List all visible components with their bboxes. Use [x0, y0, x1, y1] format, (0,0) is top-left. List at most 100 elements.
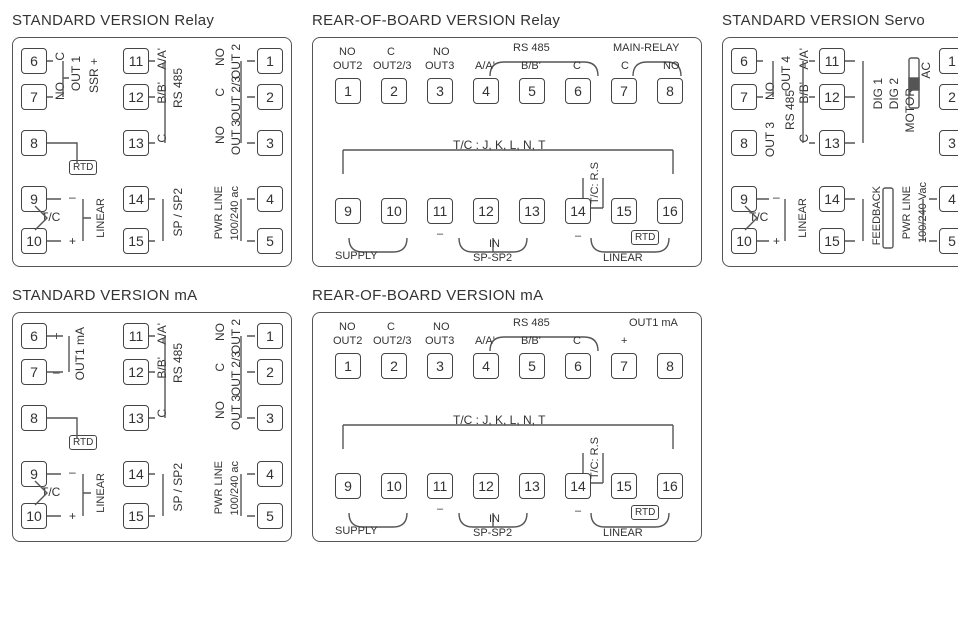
term: 6 [21, 48, 47, 74]
term: 2 [257, 359, 283, 385]
term: 12 [123, 359, 149, 385]
term: 2 [257, 84, 283, 110]
term: 12 [473, 198, 499, 224]
label: RS 485 [513, 317, 550, 329]
label: – [773, 190, 780, 204]
label: PWR LINE [213, 186, 225, 239]
label: OUT 3 [763, 122, 777, 157]
label: C [213, 88, 227, 97]
term: 8 [657, 78, 683, 104]
title-rob-relay: REAR-OF-BOARD VERSION Relay [312, 12, 702, 29]
term: 9 [21, 186, 47, 212]
term: 5 [519, 353, 545, 379]
label: OUT 3 [229, 120, 243, 155]
label: B/B' [155, 357, 169, 379]
term: 8 [731, 130, 757, 156]
label: OUT 2 [229, 44, 243, 79]
label: DIG 2 [887, 78, 901, 109]
term: 9 [335, 473, 361, 499]
label: C [573, 335, 581, 347]
title-std-servo: STANDARD VERSION Servo [722, 12, 958, 29]
term: 11 [123, 323, 149, 349]
term: 15 [123, 503, 149, 529]
label: MOTOR [903, 88, 917, 132]
label: A/A' [475, 60, 495, 72]
title-std-relay: STANDARD VERSION Relay [12, 12, 292, 29]
term: 8 [21, 405, 47, 431]
label: – [437, 503, 443, 515]
label: A/A' [797, 48, 811, 70]
term: 9 [335, 198, 361, 224]
label: B/B' [521, 335, 541, 347]
label: T/C: R.S [589, 162, 601, 204]
label: NO [433, 321, 450, 333]
label: – [53, 365, 60, 379]
label: RS 485 [171, 343, 185, 383]
term: 11 [427, 198, 453, 224]
rtd-box: RTD [69, 435, 97, 450]
title-std-ma: STANDARD VERSION mA [12, 287, 292, 304]
term: 16 [657, 473, 683, 499]
label: + [69, 509, 76, 523]
term: 6 [565, 78, 591, 104]
label: A/A' [155, 323, 169, 345]
panel-rob-ma: REAR-OF-BOARD VERSION mA NO OUT2 C OUT2/… [312, 287, 702, 542]
term: 14 [565, 473, 591, 499]
label: C [621, 60, 629, 72]
label: MAIN-RELAY [613, 42, 679, 54]
term: 1 [257, 323, 283, 349]
label: SP-SP2 [473, 252, 512, 264]
label: B/B' [797, 82, 811, 104]
term: 15 [611, 473, 637, 499]
label: NO [663, 60, 680, 72]
term: 12 [819, 84, 845, 110]
term: 6 [21, 323, 47, 349]
term: 2 [381, 353, 407, 379]
term: 10 [381, 198, 407, 224]
term: 13 [819, 130, 845, 156]
title-rob-ma: REAR-OF-BOARD VERSION mA [312, 287, 702, 304]
label: – [437, 228, 443, 240]
label: B/B' [521, 60, 541, 72]
label: FEEDBACK [871, 186, 883, 245]
term: 6 [565, 353, 591, 379]
term: 7 [21, 84, 47, 110]
label: OUT1 mA [73, 327, 87, 380]
label: C [797, 134, 811, 143]
label: OUT3 [425, 335, 454, 347]
label: – [575, 230, 581, 242]
label: OUT3 [425, 60, 454, 72]
term: 3 [427, 78, 453, 104]
label: 100/240 ac [229, 461, 241, 515]
label: IN [489, 513, 500, 525]
label: T/C: R.S [589, 437, 601, 479]
label: C [213, 363, 227, 372]
term: 14 [123, 461, 149, 487]
term: 1 [335, 78, 361, 104]
term: 12 [473, 473, 499, 499]
label: OUT 4 [779, 56, 793, 91]
label: NO [53, 82, 67, 100]
label: NO [763, 82, 777, 100]
term: 9 [731, 186, 757, 212]
term: 14 [565, 198, 591, 224]
term: 4 [473, 78, 499, 104]
label: AC [919, 62, 933, 79]
label: OUT 2/3 [229, 76, 243, 121]
term: 6 [731, 48, 757, 74]
label: + [621, 335, 627, 347]
label: B/B' [155, 82, 169, 104]
label: T/C [41, 485, 60, 499]
label: IN [489, 238, 500, 250]
term: 13 [123, 405, 149, 431]
label: NO [213, 126, 227, 144]
term: 11 [819, 48, 845, 74]
label: A/A' [475, 335, 495, 347]
term: 12 [123, 84, 149, 110]
term: 16 [657, 198, 683, 224]
label: OUT2 [333, 335, 362, 347]
panel-std-relay: STANDARD VERSION Relay 6 7 8 9 10 11 12 … [12, 12, 292, 267]
term: 7 [611, 353, 637, 379]
rtd-box: RTD [631, 230, 659, 245]
rtd-box: RTD [631, 505, 659, 520]
